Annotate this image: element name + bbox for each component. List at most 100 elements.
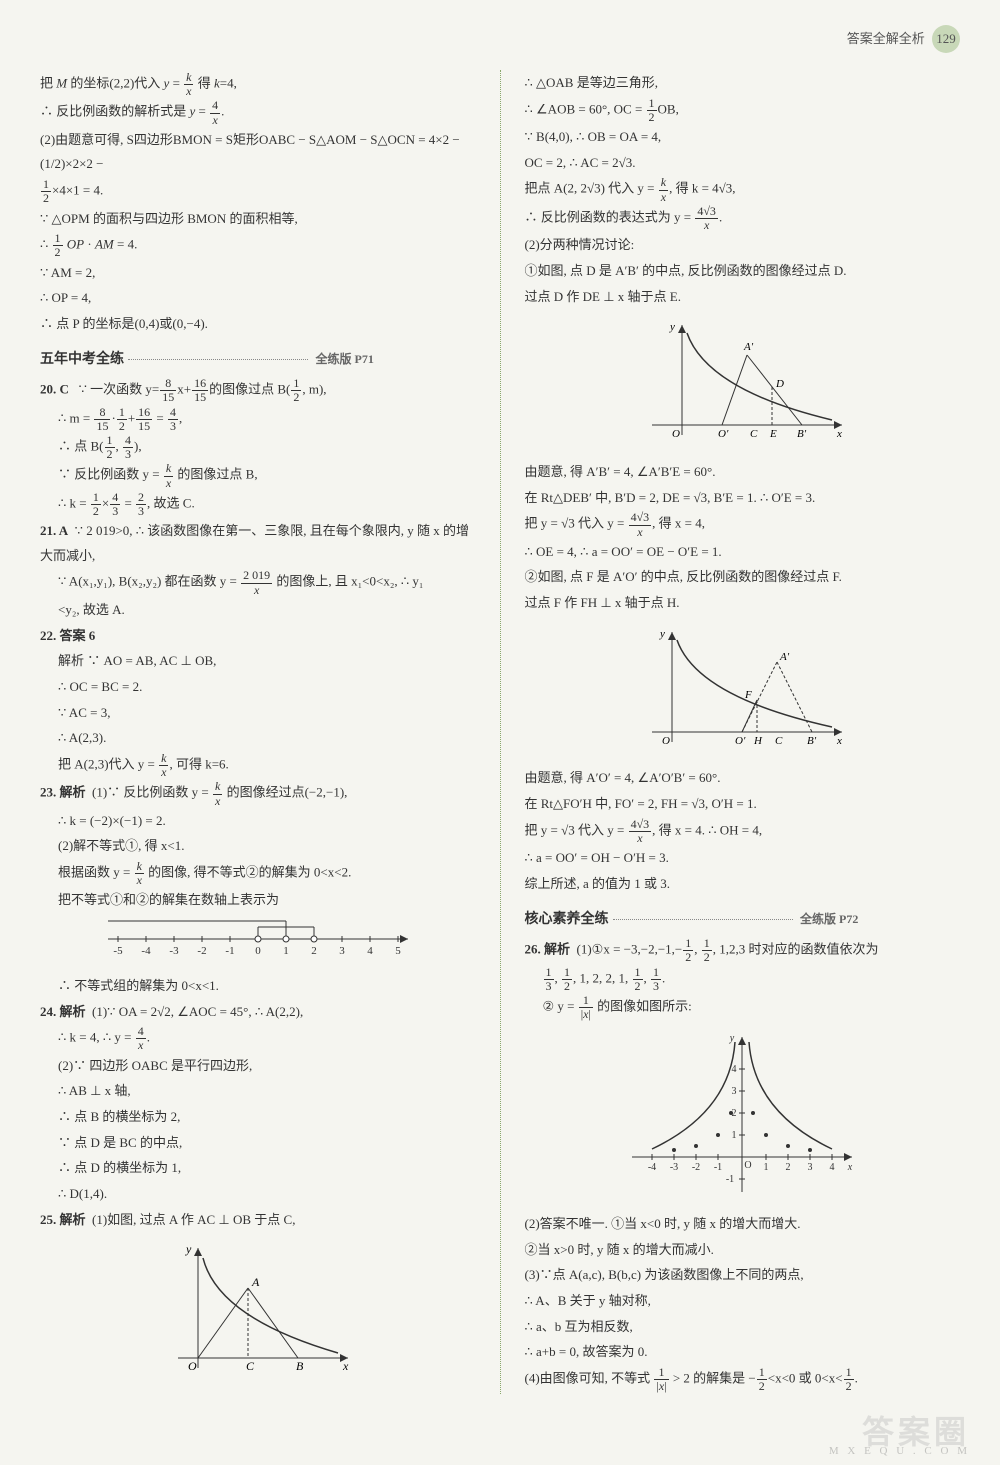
svg-text:y: y	[669, 321, 675, 333]
text-line: 把点 A(2, 2√3) 代入 y = kx, 得 k = 4√3,	[525, 176, 961, 203]
text-line: (2)由题意可得, S四边形BMON = S矩形OABC − S△AOM − S…	[40, 128, 476, 177]
text-line: (2)分两种情况讨论:	[525, 233, 961, 258]
diagram-r2: O O′ H C B′ A′ F x y	[525, 622, 961, 761]
svg-text:-5: -5	[113, 945, 123, 957]
q-label: 26. 解析	[525, 942, 571, 957]
svg-text:A′: A′	[743, 341, 754, 353]
svg-text:C: C	[246, 1359, 255, 1373]
text-line: ∴ a+b = 0, 故答案为 0.	[525, 1340, 961, 1365]
text-line: ∵ AM = 2,	[40, 261, 476, 286]
svg-text:x: x	[342, 1359, 349, 1373]
text-line: <y₂, 故选 A.	[40, 598, 476, 623]
q-label: 22. 答案 6	[40, 628, 95, 643]
header-title: 答案全解全析	[847, 31, 925, 46]
svg-text:1: 1	[283, 945, 289, 957]
text-line: 把 y = √3 代入 y = 4√3x, 得 x = 4,	[525, 511, 961, 538]
q-label: 24. 解析	[40, 1004, 86, 1019]
text-line: ∴ 不等式组的解集为 0<x<1.	[40, 974, 476, 999]
text-line: ∴ a、b 互为相反数,	[525, 1315, 961, 1340]
section-title-text: 核心素养全练	[525, 912, 609, 927]
text-line: ∴ 点 D 的横坐标为 1,	[40, 1156, 476, 1181]
svg-text:-4: -4	[648, 1162, 656, 1173]
text-line: 把 A(2,3)代入 y = kx, 可得 k=6.	[40, 752, 476, 779]
text-line: 把不等式①和②的解集在数轴上表示为	[40, 888, 476, 913]
text-line: 把 M 的坐标(2,2)代入 y = kx 得 k=4,	[40, 71, 476, 98]
diagram-r1: O O′ C E B′ A′ D x y	[525, 315, 961, 454]
text-line: 23. 解析 (1)∵ 反比例函数 y = kx 的图像经过点(−2,−1),	[40, 780, 476, 807]
text-line: ∴ ∠AOB = 60°, OC = 12OB,	[525, 97, 961, 124]
svg-text:O: O	[188, 1359, 197, 1373]
text-line: ∴ AB ⊥ x 轴,	[40, 1079, 476, 1104]
section-heading: 五年中考全练 全练版 P71	[40, 347, 476, 374]
text-line: (2)解不等式①, 得 x<1.	[40, 834, 476, 859]
text-line: 过点 F 作 FH ⊥ x 轴于点 H.	[525, 591, 961, 616]
svg-text:1: 1	[732, 1130, 737, 1141]
svg-text:-3: -3	[169, 945, 179, 957]
svg-text:-3: -3	[670, 1162, 678, 1173]
svg-text:O′: O′	[718, 428, 729, 440]
svg-text:0: 0	[255, 945, 261, 957]
text-line: ∵ AC = 3,	[40, 701, 476, 726]
text-line: 24. 解析 (1)∵ OA = 2√2, ∠AOC = 45°, ∴ A(2,…	[40, 1000, 476, 1025]
diagram-r3: -4-3-2-1 1234 1234 -1 Oxy	[525, 1027, 961, 1206]
text-line: 根据函数 y = kx 的图像, 得不等式②的解集为 0<x<2.	[40, 860, 476, 887]
text-line: 过点 D 作 DE ⊥ x 轴于点 E.	[525, 285, 961, 310]
text-line: ∵ △OPM 的面积与四边形 BMON 的面积相等,	[40, 207, 476, 232]
text-line: 12×4×1 = 4.	[40, 178, 476, 205]
text-line: ∴ OP = 4,	[40, 286, 476, 311]
watermark-url: M X E Q U . C O M	[829, 1445, 970, 1457]
text-line: ∵ 点 D 是 BC 的中点,	[40, 1131, 476, 1156]
svg-text:4: 4	[732, 1064, 737, 1075]
page-header: 答案全解全析 129	[847, 25, 960, 53]
text-line: ∴ OE = 4, ∴ a = OO′ = OE − O′E = 1.	[525, 540, 961, 565]
svg-text:5: 5	[395, 945, 401, 957]
text-line: 综上所述, a 的值为 1 或 3.	[525, 872, 961, 897]
text-line: ∵ A(x₁,y₁), B(x₂,y₂) 都在函数 y = 2 019x 的图像…	[40, 569, 476, 596]
text-line: ②当 x>0 时, y 随 x 的增大而减小.	[525, 1238, 961, 1263]
svg-text:A: A	[251, 1275, 260, 1289]
svg-text:y: y	[729, 1033, 735, 1044]
text-line: (2)∵ 四边形 OABC 是平行四边形,	[40, 1054, 476, 1079]
svg-text:-2: -2	[197, 945, 206, 957]
content-columns: 把 M 的坐标(2,2)代入 y = kx 得 k=4, ∴ 反比例函数的解析式…	[40, 70, 960, 1394]
q-label: 20. C	[40, 382, 69, 397]
text-line: (3)∵点 A(a,c), B(b,c) 为该函数图像上不同的两点,	[525, 1263, 961, 1288]
svg-text:B′: B′	[797, 428, 807, 440]
section-heading: 核心素养全练 全练版 P72	[525, 907, 961, 934]
q-label: 25. 解析	[40, 1212, 86, 1227]
svg-text:D: D	[775, 378, 784, 390]
q-label: 23. 解析	[40, 785, 86, 800]
text-line: ∴ k = 12×43 = 23, 故选 C.	[40, 491, 476, 518]
text-line: ∴ A(2,3).	[40, 726, 476, 751]
text-line: 由题意, 得 A′B′ = 4, ∠A′B′E = 60°.	[525, 460, 961, 485]
page-number: 129	[932, 25, 960, 53]
text-line: ∴ k = (−2)×(−1) = 2.	[40, 809, 476, 834]
text-line: 22. 答案 6	[40, 624, 476, 649]
text-line: 把 y = √3 代入 y = 4√3x, 得 x = 4. ∴ OH = 4,	[525, 818, 961, 845]
svg-text:O: O	[662, 735, 670, 747]
text-line: ∴ k = 4, ∴ y = 4x.	[40, 1025, 476, 1052]
svg-text:B: B	[296, 1359, 304, 1373]
text-line: 由题意, 得 A′O′ = 4, ∠A′O′B′ = 60°.	[525, 766, 961, 791]
text: ∵ 2 019>0, ∴ 该函数图像在第一、三象限, 且在每个象限内, y 随 …	[40, 523, 469, 563]
section-ref: 全练版 P72	[800, 912, 858, 926]
q-label: 21. A	[40, 523, 68, 538]
svg-text:2: 2	[311, 945, 317, 957]
text: (1)如图, 过点 A 作 AC ⊥ OB 于点 C,	[92, 1212, 295, 1227]
svg-text:-1: -1	[714, 1162, 722, 1173]
text-line: ∴ D(1,4).	[40, 1182, 476, 1207]
svg-text:2: 2	[786, 1162, 791, 1173]
column-divider	[500, 70, 501, 1394]
svg-text:O′: O′	[735, 735, 746, 747]
svg-text:C: C	[750, 428, 758, 440]
svg-text:-1: -1	[726, 1174, 734, 1185]
svg-text:O: O	[672, 428, 680, 440]
diagram-r3-svg: -4-3-2-1 1234 1234 -1 Oxy	[622, 1027, 862, 1197]
text-line: 在 Rt△FO′H 中, FO′ = 2, FH = √3, O′H = 1.	[525, 792, 961, 817]
text-line: ∴ 点 B(12, 43),	[40, 434, 476, 461]
left-column: 把 M 的坐标(2,2)代入 y = kx 得 k=4, ∴ 反比例函数的解析式…	[40, 70, 476, 1394]
section-title-text: 五年中考全练	[40, 352, 124, 367]
svg-text:y: y	[185, 1242, 192, 1256]
diagram-r2-svg: O O′ H C B′ A′ F x y	[632, 622, 852, 752]
text-line: 在 Rt△DEB′ 中, B′D = 2, DE = √3, B′E = 1. …	[525, 486, 961, 511]
